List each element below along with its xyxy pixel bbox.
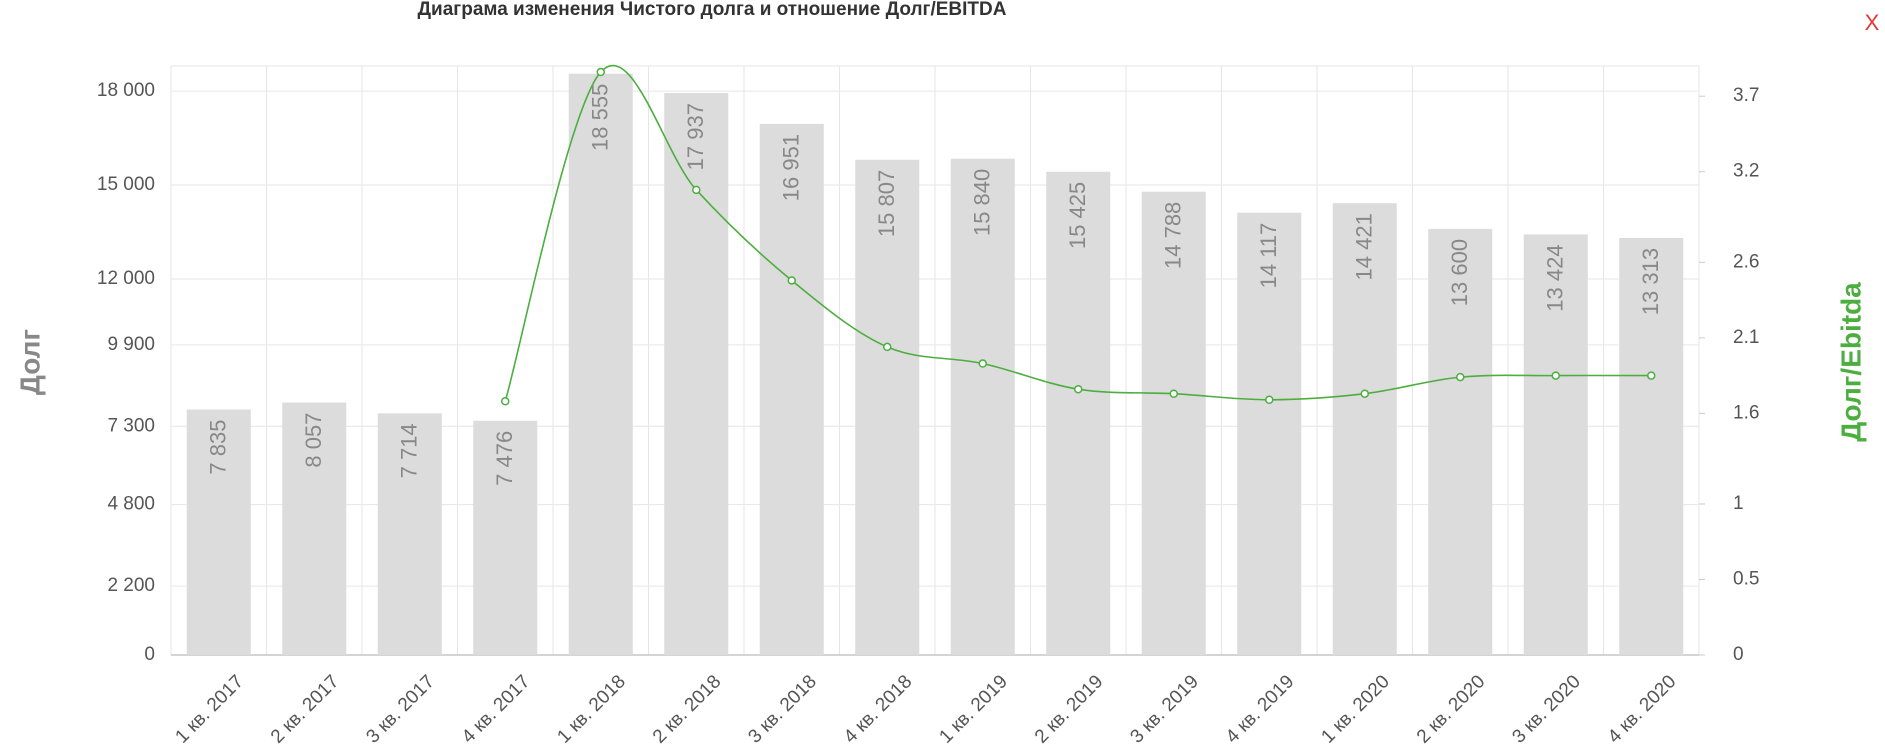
bar (855, 159, 920, 655)
bar-value-label: 16 951 (779, 134, 804, 201)
x-tick-label: 2 кв. 2020 (1413, 671, 1489, 747)
line-point (1647, 371, 1656, 380)
y2-tick-label: 1 (1733, 493, 1744, 514)
bar-value-label: 18 555 (588, 84, 613, 151)
line-point (1265, 395, 1274, 405)
y-tick-label: 2 200 (107, 575, 155, 596)
y2-tick-label: 2.1 (1733, 327, 1759, 348)
x-tick-label: 1 кв. 2017 (171, 671, 247, 747)
line-point (1074, 384, 1083, 394)
bar (1237, 212, 1302, 655)
line (504, 64, 1652, 402)
x-tick-label: 1 кв. 2018 (553, 671, 629, 747)
bar (568, 73, 633, 656)
x-tick-label: 4 кв. 2017 (458, 671, 534, 747)
x-tick-label: 3 кв. 2018 (744, 671, 820, 747)
bar (377, 413, 442, 655)
x-tick-label: 1 кв. 2019 (935, 671, 1011, 747)
x-tick-label: 2 кв. 2018 (649, 671, 725, 747)
close-button[interactable]: X (1865, 10, 1880, 35)
line-point (978, 359, 987, 368)
x-tick-label: 4 кв. 2018 (840, 671, 916, 747)
x-tick-label: 2 кв. 2017 (267, 671, 343, 747)
line-point (596, 67, 605, 77)
y-tick-label: 9 900 (107, 334, 155, 355)
bar (950, 158, 1015, 655)
bar (1523, 234, 1588, 655)
line-point (501, 397, 510, 406)
x-tick-label: 2 кв. 2019 (1031, 671, 1107, 747)
y2-axis-title: Долг/Ebitda (1835, 282, 1866, 442)
bar (664, 93, 729, 656)
y-tick-label: 18 000 (97, 80, 155, 101)
chart-title: Диаграма изменения Чистого долга и отнош… (418, 0, 1007, 20)
bar (1141, 191, 1206, 655)
y2-tick-label: 3.2 (1733, 161, 1759, 182)
bar (759, 123, 824, 656)
x-tick-label: 3 кв. 2019 (1126, 671, 1202, 747)
line-point (692, 185, 701, 195)
bar-value-label: 14 421 (1352, 213, 1377, 280)
line-point (1456, 372, 1465, 382)
y2-tick-label: 0 (1733, 644, 1744, 665)
y-tick-label: 7 300 (107, 415, 155, 436)
y-axis-title: Долг (14, 329, 45, 395)
bar-value-label: 14 788 (1161, 202, 1186, 269)
bar (1332, 203, 1397, 655)
bar (473, 420, 538, 655)
bar-value-label: 13 313 (1638, 248, 1663, 315)
line-point (883, 342, 892, 352)
y2-tick-label: 0.5 (1733, 569, 1759, 590)
bar-value-label: 15 425 (1065, 182, 1090, 249)
bar-value-label: 7 835 (206, 420, 231, 475)
bar (1046, 171, 1111, 655)
bar-value-label: 7 476 (492, 431, 517, 486)
x-tick-label: 4 кв. 2020 (1604, 671, 1680, 747)
line-point (1360, 389, 1369, 398)
bar (186, 409, 251, 655)
bar-value-label: 13 424 (1543, 244, 1568, 311)
x-tick-label: 4 кв. 2019 (1222, 671, 1298, 747)
y-tick-label: 4 800 (107, 494, 155, 515)
bar-value-label: 15 807 (874, 170, 899, 237)
line-point (1169, 389, 1178, 398)
bar-value-label: 13 600 (1447, 239, 1472, 306)
bar-value-label: 15 840 (970, 169, 995, 236)
bar-value-label: 7 714 (397, 423, 422, 478)
y2-tick-label: 3.7 (1733, 85, 1759, 106)
bar (282, 402, 347, 655)
y-tick-label: 15 000 (97, 174, 155, 195)
x-tick-label: 3 кв. 2020 (1508, 671, 1584, 747)
line-point (1551, 371, 1560, 380)
bar-value-label: 8 057 (301, 413, 326, 468)
bar (1428, 228, 1493, 655)
bar (1619, 237, 1684, 655)
y-tick-label: 0 (144, 644, 155, 665)
bar-value-label: 17 937 (683, 103, 708, 170)
y-tick-label: 12 000 (97, 268, 155, 289)
y2-tick-label: 2.6 (1733, 251, 1759, 272)
bar-value-label: 14 117 (1256, 223, 1281, 289)
line-point (787, 276, 796, 285)
x-tick-label: 1 кв. 2020 (1317, 671, 1393, 747)
x-tick-label: 3 кв. 2017 (362, 671, 438, 747)
y2-tick-label: 1.6 (1733, 402, 1759, 423)
